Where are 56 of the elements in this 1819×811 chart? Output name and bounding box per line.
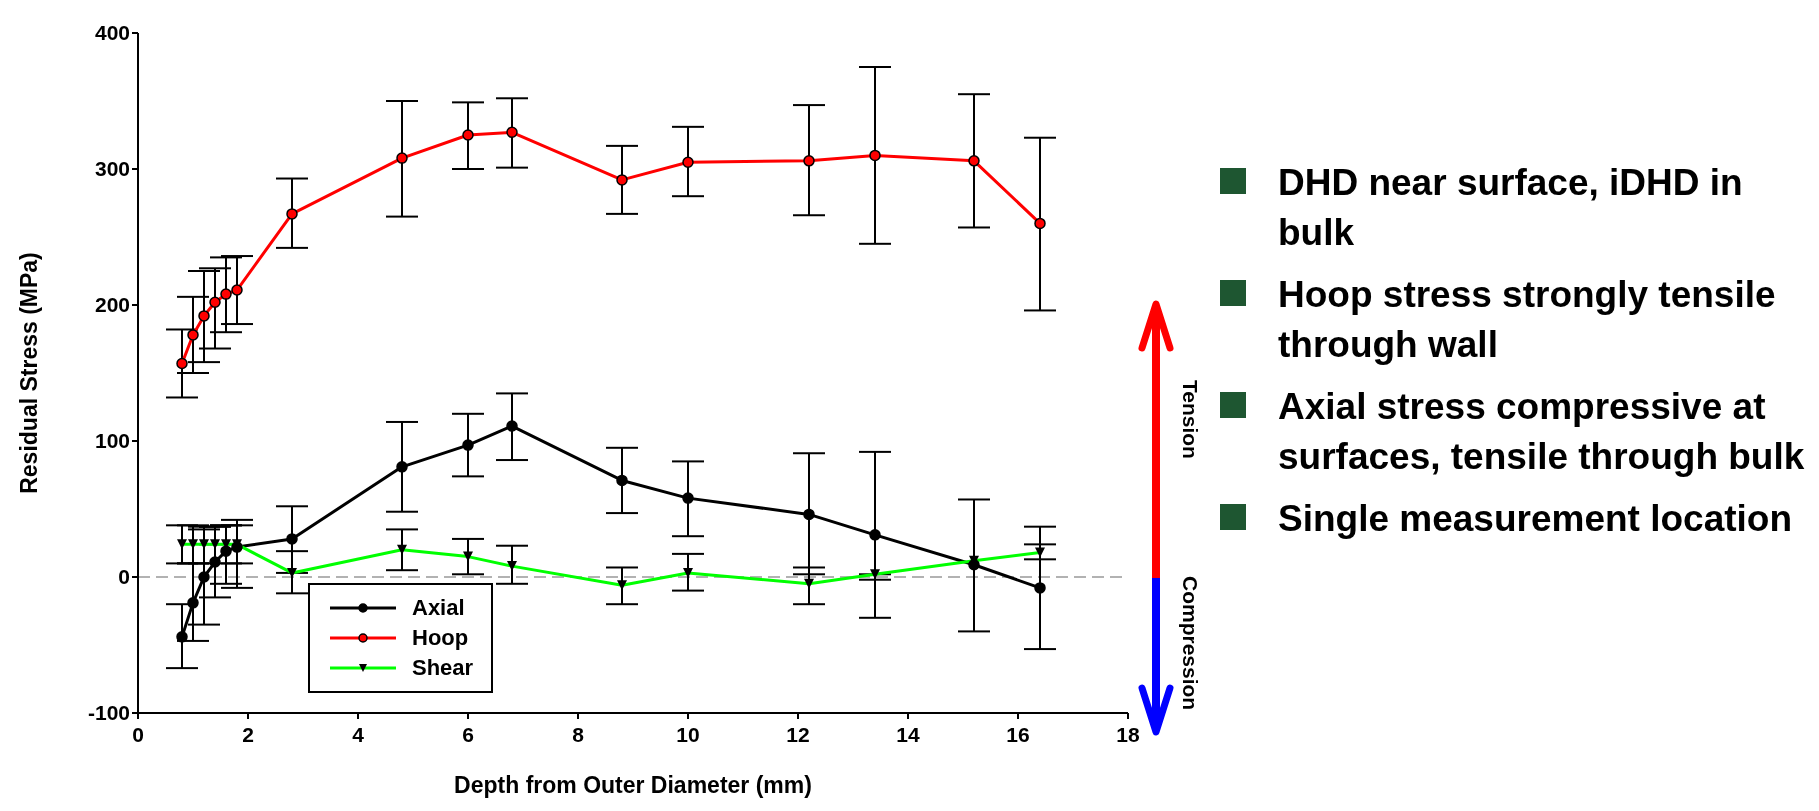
point	[176, 357, 188, 370]
point	[231, 284, 243, 296]
point	[198, 310, 210, 322]
point	[187, 597, 199, 609]
point	[616, 474, 628, 487]
y-tick-label: 400	[94, 21, 130, 45]
point	[286, 208, 298, 220]
x-tick-label: 10	[676, 722, 700, 746]
point	[1034, 217, 1046, 230]
x-tick-label: 4	[352, 722, 365, 746]
point	[462, 439, 474, 451]
point	[187, 329, 199, 341]
point	[396, 152, 408, 164]
x-tick-label: 18	[1116, 722, 1140, 746]
point	[220, 288, 232, 300]
text: DHD near surface, iDHD in bulk	[1278, 161, 1744, 255]
y-tick-label: 100	[94, 429, 130, 453]
point	[1034, 582, 1046, 594]
x-tick-label: 8	[572, 722, 585, 746]
x-tick-label: 14	[896, 722, 920, 746]
y-tick-label: -100	[87, 701, 130, 725]
point	[209, 556, 221, 568]
x-tick-label: 2	[242, 722, 254, 746]
point	[968, 155, 980, 167]
point	[176, 631, 188, 643]
x-axis-title: Depth from Outer Diameter (mm)	[454, 772, 812, 798]
text: Compression	[1178, 576, 1202, 711]
legend-label: Hoop	[412, 625, 469, 651]
y-tick-label: 200	[94, 293, 130, 317]
y-tick-label: 300	[94, 157, 130, 181]
legend-label: Axial	[412, 595, 465, 621]
point	[462, 129, 474, 141]
text: Axial stress compressive at surfaces, tensile through bulk	[1278, 385, 1806, 479]
point	[506, 420, 518, 432]
text: Single measurement location	[1278, 497, 1793, 541]
y-axis-title: Residual Stress (MPa)	[16, 252, 43, 494]
y-tick-label: 0	[118, 565, 130, 589]
point	[396, 461, 408, 473]
point	[869, 529, 881, 541]
point	[682, 492, 694, 504]
point	[506, 126, 518, 139]
point	[803, 508, 815, 521]
point	[198, 571, 210, 583]
legend-label: Shear	[412, 655, 474, 681]
point	[220, 545, 232, 557]
point	[286, 533, 298, 545]
x-tick-label: 16	[1006, 722, 1030, 746]
text: Hoop stress strongly tensile through wall	[1278, 273, 1777, 367]
text: Tension	[1178, 380, 1202, 459]
point	[682, 156, 694, 168]
point	[209, 296, 221, 309]
x-tick-label: 12	[786, 722, 810, 746]
x-tick-label: 6	[462, 722, 474, 746]
point	[616, 174, 628, 186]
point	[803, 155, 815, 167]
point	[869, 149, 881, 162]
